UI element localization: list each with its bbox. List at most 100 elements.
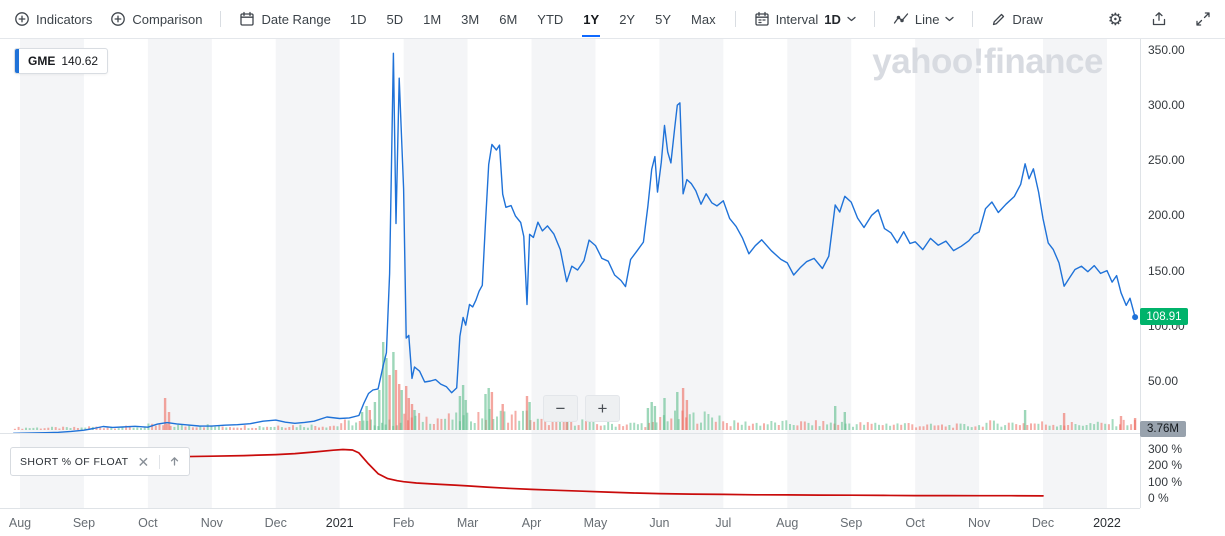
price-chart-canvas[interactable]	[0, 39, 1140, 433]
volume-bar	[65, 427, 68, 430]
zoom-out-button[interactable]: −	[543, 395, 578, 422]
draw-button[interactable]: Draw	[991, 12, 1043, 27]
fullscreen-button[interactable]	[1195, 11, 1211, 27]
volume-bar	[1033, 423, 1036, 430]
volume-bar	[633, 422, 636, 430]
panel-divider[interactable]	[0, 433, 1140, 434]
close-icon[interactable]: ✕	[137, 453, 150, 470]
month-band	[275, 39, 340, 433]
volume-bar	[470, 421, 472, 430]
range-5d[interactable]: 5D	[386, 12, 404, 27]
date-range-button[interactable]: Date Range	[239, 11, 331, 27]
volume-bar	[714, 421, 717, 430]
toolbar-divider	[972, 11, 974, 27]
volume-bar	[562, 420, 565, 430]
volume-bar	[332, 425, 335, 430]
volume-bar	[17, 426, 20, 430]
volume-bar	[151, 423, 154, 430]
volume-bar	[1004, 425, 1007, 430]
volume-bar	[136, 427, 139, 430]
volume-bar	[751, 423, 754, 430]
chart-type-dropdown[interactable]: Line	[893, 12, 955, 27]
indicator-badge: SHORT % OF FLOAT ✕	[10, 447, 190, 476]
volume-bar	[36, 427, 39, 430]
x-axis-month-label: Feb	[392, 516, 415, 530]
range-3m[interactable]: 3M	[461, 12, 480, 27]
volume-bar	[577, 425, 580, 430]
range-max[interactable]: Max	[691, 12, 716, 27]
volume-bar	[1052, 424, 1055, 430]
range-1d[interactable]: 1D	[349, 12, 367, 27]
volume-bar	[277, 425, 280, 430]
volume-bar	[1119, 416, 1123, 430]
volume-bar	[544, 418, 547, 430]
volume-bar	[599, 425, 602, 430]
volume-bar	[878, 424, 880, 430]
volume-bar	[39, 428, 42, 430]
share-icon	[1152, 12, 1166, 26]
volume-bar	[405, 386, 408, 430]
volume-bar	[288, 427, 291, 430]
settings-button[interactable]: ⚙	[1108, 11, 1123, 28]
volume-bar	[796, 425, 799, 430]
month-band	[915, 39, 980, 433]
range-1m[interactable]: 1M	[423, 12, 442, 27]
zoom-in-button[interactable]: +	[585, 395, 620, 422]
time-axis[interactable]: Aug Sep Oct Nov Dec 2021 Feb Mar Apr May Jun Jul Aug…	[0, 509, 1140, 536]
range-2y[interactable]: 2Y	[619, 12, 636, 27]
volume-bar	[410, 404, 414, 430]
volume-bar	[76, 428, 79, 430]
current-price-badge: 108.91	[1140, 308, 1188, 326]
month-band	[531, 434, 596, 508]
volume-bar	[247, 428, 250, 430]
volume-bar	[473, 423, 476, 430]
volume-bar	[625, 424, 628, 430]
volume-bar	[792, 425, 795, 430]
interval-value: 1D	[824, 11, 841, 27]
volume-bar	[378, 390, 381, 430]
volume-bar	[358, 421, 361, 430]
share-button[interactable]	[1151, 11, 1167, 27]
indicators-button[interactable]: Indicators	[14, 11, 92, 27]
volume-bar	[729, 426, 732, 430]
volume-bar	[254, 428, 257, 430]
volume-bar	[269, 427, 272, 430]
volume-bar	[243, 425, 246, 430]
volume-bar	[536, 418, 539, 430]
volume-bar	[933, 425, 936, 430]
arrow-up-icon[interactable]	[169, 456, 180, 467]
comparison-button[interactable]: Comparison	[110, 11, 202, 27]
x-axis-month-label: Sep	[840, 516, 863, 530]
x-axis-month-label: Mar	[456, 516, 479, 530]
volume-bar	[62, 426, 65, 430]
volume-bar	[948, 425, 951, 430]
volume-bar	[458, 396, 462, 430]
price-axis-label: 200.00	[1148, 208, 1185, 223]
interval-dropdown[interactable]: Interval 1D	[754, 11, 856, 27]
calendar-icon	[240, 11, 255, 26]
range-5y[interactable]: 5Y	[655, 12, 672, 27]
range-ytd[interactable]: YTD	[537, 12, 564, 27]
volume-bar	[896, 423, 899, 430]
volume-bar	[503, 411, 506, 430]
volume-bar	[1078, 425, 1081, 430]
volume-bar	[837, 424, 840, 430]
volume-bar	[911, 424, 914, 430]
price-axis[interactable]: 350.00 300.00 250.00 200.00 150.00 100.00 50.0…	[1140, 39, 1225, 508]
price-axis-label: 150.00	[1148, 263, 1185, 278]
volume-bar	[1037, 423, 1040, 430]
volume-bar	[1093, 424, 1096, 430]
volume-bar	[885, 423, 888, 430]
volume-bar	[143, 426, 146, 430]
range-6m[interactable]: 6M	[499, 12, 518, 27]
volume-bar	[1104, 423, 1107, 430]
indicator-chart-canvas[interactable]	[0, 434, 1140, 508]
volume-bar	[99, 427, 102, 430]
volume-bar	[551, 419, 554, 430]
volume-bar	[725, 423, 728, 430]
x-axis-month-label: May	[583, 516, 608, 530]
volume-bar	[863, 424, 866, 430]
range-1y[interactable]: 1Y	[582, 1, 601, 37]
symbol-price-badge: GME 140.62	[14, 48, 109, 74]
volume-bar	[588, 417, 591, 430]
